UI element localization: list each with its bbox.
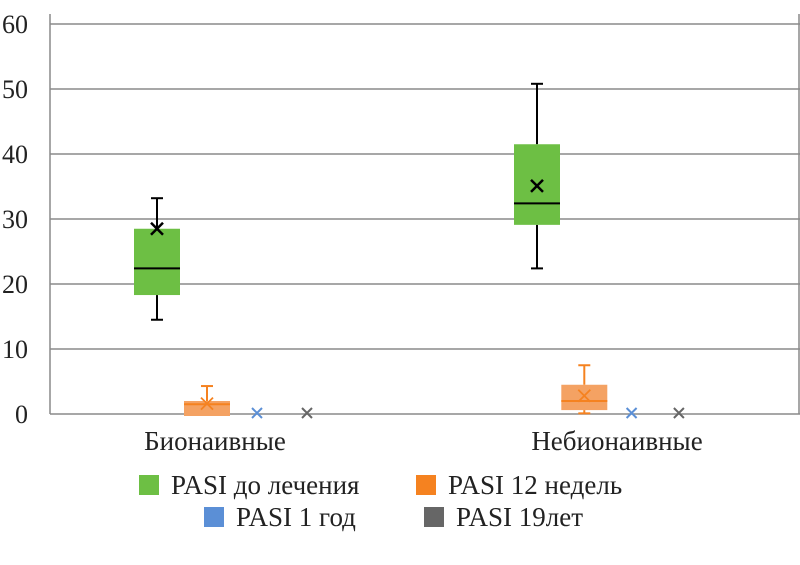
y-tick-label: 30 <box>2 205 28 234</box>
mean-marker <box>673 407 685 419</box>
legend-swatch <box>416 475 436 495</box>
legend-label: PASI 19лет <box>456 502 583 532</box>
mean-marker <box>150 221 164 236</box>
box-1-1 <box>561 384 608 411</box>
legend-label: PASI до лечения <box>171 470 359 500</box>
gridlines <box>49 14 800 415</box>
mean-marker <box>200 396 214 411</box>
y-axis-ticks: 0 10 20 30 40 50 60 <box>2 10 28 429</box>
legend-label: PASI 1 год <box>236 502 356 532</box>
legend-swatch <box>139 475 159 495</box>
y-tick-label: 10 <box>2 335 28 364</box>
mean-marker <box>301 407 313 419</box>
legend-swatch <box>204 507 224 527</box>
y-tick-label: 40 <box>2 140 28 169</box>
x-axis-labels: Бионаивные Небионаивные <box>144 426 703 456</box>
mean-marker <box>625 407 638 419</box>
x-category-label: Бионаивные <box>144 426 286 456</box>
mean-marker <box>530 178 544 193</box>
x-category-label: Небионаивные <box>531 426 702 456</box>
y-tick-label: 50 <box>2 75 28 104</box>
mean-marker <box>251 407 263 419</box>
legend-label: PASI 12 недель <box>448 470 622 500</box>
y-tick-label: 20 <box>2 270 28 299</box>
legend: PASI до лечения PASI 12 недель PASI 1 год P… <box>139 470 622 532</box>
box-0-0 <box>134 228 180 296</box>
y-tick-label: 0 <box>15 400 28 429</box>
y-tick-label: 60 <box>2 10 28 39</box>
legend-swatch <box>424 507 444 527</box>
mean-marker <box>577 389 591 403</box>
boxes <box>134 82 685 419</box>
